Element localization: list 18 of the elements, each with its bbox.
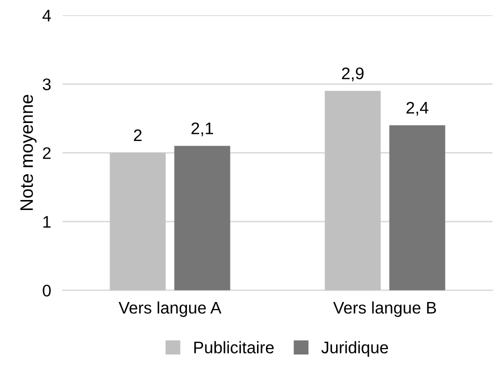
x-tick-label: Vers langue A: [118, 301, 222, 317]
y-tick-label: 1: [43, 216, 51, 228]
data-label: 2: [134, 129, 142, 142]
bar: [324, 90, 381, 290]
legend-label: Publicitaire: [194, 341, 274, 354]
y-tick-label: 4: [42, 10, 51, 22]
legend-label: Juridique: [321, 341, 388, 357]
y-axis-title: Note moyenne: [20, 94, 37, 210]
bar: [174, 146, 230, 290]
bar: [389, 125, 446, 290]
y-tick-label: 0: [42, 284, 51, 297]
y-tick-label: 2: [42, 147, 51, 159]
bar: [110, 152, 166, 290]
x-tick-label: Vers langue B: [333, 301, 436, 317]
y-tick-label: 3: [42, 78, 51, 90]
data-label: 2,9: [342, 67, 364, 82]
data-label: 2,4: [406, 102, 428, 116]
data-label: 2,1: [192, 122, 214, 136]
